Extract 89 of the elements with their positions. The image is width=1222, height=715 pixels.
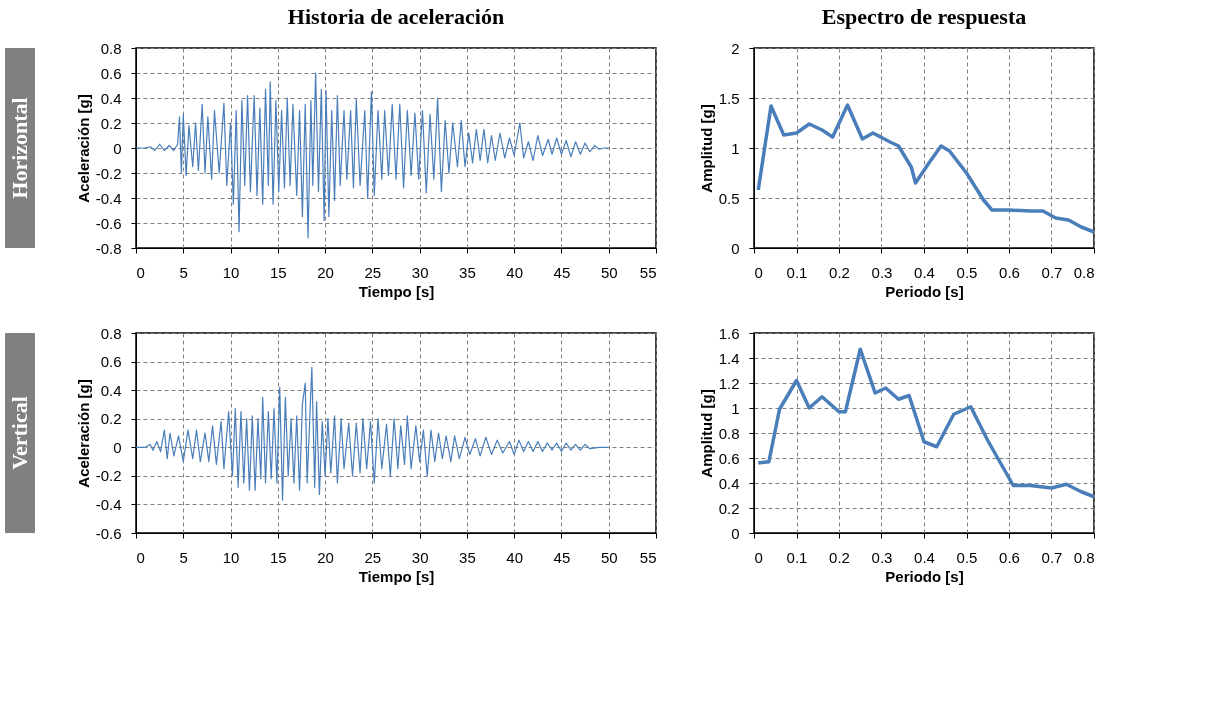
y-axis-title: Amplitud [g]	[697, 389, 715, 478]
x-tick-label: 55	[639, 548, 657, 566]
y-tick-label: 0.4	[718, 474, 740, 492]
x-tick-label: 0.6	[999, 548, 1020, 566]
line-series	[136, 72, 610, 239]
y-tick-label: 0.2	[100, 114, 122, 132]
y-tick-label: 0	[731, 524, 740, 542]
y-axis-title: Aceleración [g]	[74, 379, 92, 488]
x-tick-label: 40	[506, 263, 524, 281]
x-tick-label: 0.5	[956, 263, 978, 281]
x-axis-title: Tiempo [s]	[358, 567, 435, 585]
x-tick-label: 40	[506, 548, 524, 566]
x-tick-label: 35	[459, 548, 476, 566]
x-tick-label: 25	[364, 548, 382, 566]
x-axis-title: Tiempo [s]	[358, 282, 435, 300]
x-tick-label: 0.8	[1073, 548, 1095, 566]
x-tick-label: 0.5	[956, 548, 978, 566]
x-tick-label: 0.8	[1073, 263, 1095, 281]
y-tick-label: 0.8	[100, 324, 122, 342]
x-tick-label: 20	[317, 548, 334, 566]
x-tick-label: 0.4	[914, 263, 935, 281]
y-tick-label: -0.6	[95, 214, 122, 232]
y-tick-label: -0.2	[95, 467, 122, 485]
x-axis-title: Periodo [s]	[885, 567, 964, 585]
x-tick-label: 45	[553, 548, 571, 566]
y-tick-label: 2	[731, 39, 740, 57]
text: Horizontal	[7, 97, 32, 199]
y-axis-title: Aceleración [g]	[74, 94, 92, 203]
x-tick-label: 0.3	[871, 548, 893, 566]
x-tick-label: 0.7	[1041, 548, 1063, 566]
x-tick-label: 0.2	[829, 263, 850, 281]
y-tick-label: 0.2	[718, 499, 740, 517]
x-tick-label: 0	[136, 548, 145, 566]
y-tick-label: 1.2	[718, 374, 740, 392]
y-tick-label: 0.4	[100, 381, 122, 399]
x-tick-label: 0.4	[914, 548, 935, 566]
y-tick-label: 1.5	[718, 89, 740, 107]
x-tick-label: 15	[269, 548, 287, 566]
x-tick-label: 25	[364, 263, 382, 281]
y-tick-label: 0.6	[718, 449, 740, 467]
x-tick-label: 5	[179, 548, 188, 566]
line-series	[756, 347, 1094, 499]
line-series	[756, 103, 1094, 234]
y-tick-label: 0.5	[718, 189, 740, 207]
x-tick-label: 30	[411, 548, 429, 566]
y-tick-label: 0.6	[100, 353, 122, 371]
x-tick-label: 15	[269, 263, 287, 281]
y-tick-label: -0.8	[95, 239, 122, 257]
y-tick-label: 1	[731, 399, 740, 417]
y-tick-label: 0	[731, 239, 740, 257]
x-axis-title: Periodo [s]	[885, 282, 964, 300]
line-series	[136, 366, 610, 501]
x-tick-label: 0	[754, 263, 763, 281]
y-tick-label: 0.6	[100, 64, 122, 82]
y-tick-label: 1.6	[718, 324, 740, 342]
x-tick-label: 0	[136, 263, 145, 281]
y-tick-label: -0.4	[95, 495, 122, 513]
y-tick-label: 0.8	[718, 424, 740, 442]
y-tick-label: -0.4	[95, 189, 122, 207]
x-tick-label: 0	[754, 548, 763, 566]
x-tick-label: 55	[639, 263, 657, 281]
x-tick-label: 35	[459, 263, 476, 281]
x-tick-label: 10	[222, 263, 240, 281]
x-tick-label: 0.1	[786, 263, 808, 281]
y-tick-label: 1.4	[718, 349, 740, 367]
x-tick-label: 0.7	[1041, 263, 1063, 281]
x-tick-label: 20	[317, 263, 334, 281]
y-tick-label: 1	[731, 139, 740, 157]
x-tick-label: 30	[411, 263, 429, 281]
x-tick-label: 0.6	[999, 263, 1020, 281]
y-tick-label: 0	[113, 438, 122, 456]
x-tick-label: 50	[600, 548, 618, 566]
y-tick-label: 0.8	[100, 39, 122, 57]
text: Vertical	[7, 396, 32, 470]
y-axis-title: Amplitud [g]	[697, 104, 715, 193]
x-tick-label: 45	[553, 263, 571, 281]
y-tick-label: -0.6	[95, 524, 122, 542]
chart-title: Espectro de respuesta	[821, 4, 1027, 29]
x-tick-label: 10	[222, 548, 240, 566]
y-tick-label: 0.4	[100, 89, 122, 107]
y-tick-label: 0.2	[100, 410, 122, 428]
chart-title: Historia de aceleración	[287, 4, 505, 29]
y-tick-label: 0	[113, 139, 122, 157]
x-tick-label: 0.3	[871, 263, 893, 281]
x-tick-label: 0.2	[829, 548, 850, 566]
x-tick-label: 5	[179, 263, 188, 281]
y-tick-label: -0.2	[95, 164, 122, 182]
x-tick-label: 50	[600, 263, 618, 281]
x-tick-label: 0.1	[786, 548, 808, 566]
